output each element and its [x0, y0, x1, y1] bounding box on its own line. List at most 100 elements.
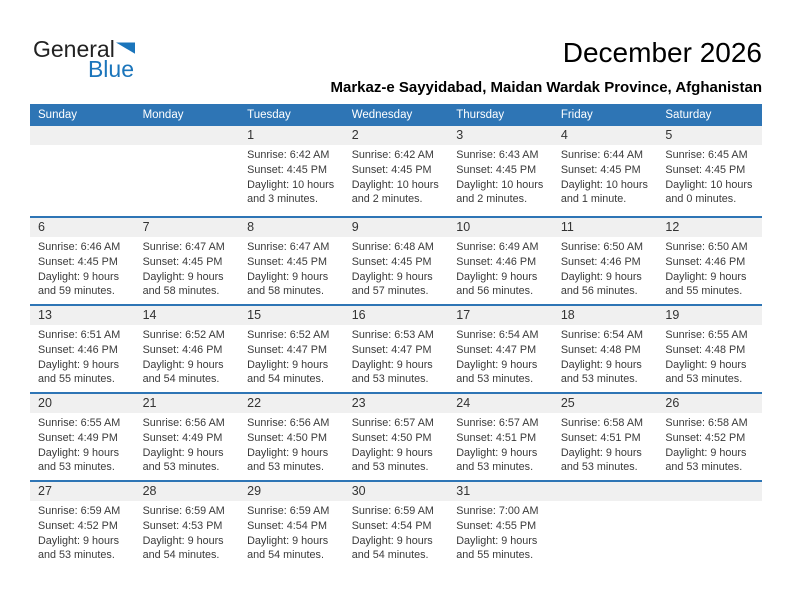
sunrise-text: Sunrise: 6:50 AM — [560, 241, 644, 253]
week-row-4: 20 Sunrise: 6:55 AM Sunset: 4:49 PM Dayligh… — [30, 392, 762, 480]
week-row-1: 1 Sunrise: 6:42 AM Sunset: 4:45 PM Daylight… — [30, 126, 762, 216]
sunrise-text: Sunrise: 6:46 AM — [38, 241, 121, 253]
day-cell-3: 3 Sunrise: 6:43 AM Sunset: 4:45 PM Daylight… — [448, 126, 553, 216]
daylight-text: Daylight: 9 hours and 53 minutes. — [665, 358, 747, 386]
day-number: 4 — [552, 126, 658, 145]
day-cell-31: 31 Sunrise: 7:00 AM Sunset: 4:55 PM Dayligh… — [448, 482, 553, 568]
sunset-text: Sunset: 4:52 PM — [38, 519, 118, 532]
daylight-text: Daylight: 9 hours and 53 minutes. — [560, 358, 642, 386]
day-cell-4: 4 Sunrise: 6:44 AM Sunset: 4:45 PM Daylight… — [552, 126, 658, 216]
weekday-header-monday: Monday — [142, 109, 184, 121]
daylight-text: Daylight: 9 hours and 58 minutes. — [247, 270, 329, 298]
empty-day-cell — [552, 482, 658, 568]
day-cell-details: Sunrise: 6:59 AM Sunset: 4:54 PM Daylight:… — [344, 501, 449, 563]
sunset-text: Sunset: 4:47 PM — [247, 343, 327, 356]
sunrise-text: Sunrise: 6:55 AM — [665, 329, 748, 341]
sunset-text: Sunset: 4:46 PM — [38, 343, 118, 356]
sunrise-text: Sunrise: 6:45 AM — [665, 149, 748, 161]
sunset-text: Sunset: 4:45 PM — [456, 163, 537, 176]
weekday-header-thursday: Thursday — [456, 109, 505, 121]
logo-text-blue: Blue — [87, 56, 134, 82]
daylight-text: Daylight: 9 hours and 59 minutes. — [38, 270, 120, 298]
day-number: 22 — [239, 394, 344, 413]
sunset-text: Sunset: 4:51 PM — [560, 431, 641, 444]
daylight-text: Daylight: 9 hours and 55 minutes. — [665, 270, 747, 298]
sunrise-text: Sunrise: 6:52 AM — [142, 329, 225, 341]
sunset-text: Sunset: 4:48 PM — [665, 343, 746, 356]
sunrise-text: Sunrise: 6:53 AM — [351, 329, 434, 341]
day-number: 31 — [448, 482, 553, 501]
day-cell-details: Sunrise: 6:58 AM Sunset: 4:52 PM Daylight:… — [657, 413, 762, 475]
sunset-text: Sunset: 4:45 PM — [351, 255, 432, 268]
daylight-text: Daylight: 9 hours and 56 minutes. — [456, 270, 538, 298]
day-cell-details: Sunrise: 6:54 AM Sunset: 4:47 PM Daylight:… — [448, 325, 553, 387]
daylight-text: Daylight: 9 hours and 53 minutes. — [456, 446, 538, 474]
daylight-text: Daylight: 10 hours and 2 minutes. — [351, 178, 439, 206]
sunrise-text: Sunrise: 6:48 AM — [351, 241, 434, 253]
day-cell-details: Sunrise: 6:42 AM Sunset: 4:45 PM Daylight:… — [344, 145, 449, 207]
daylight-text: Daylight: 9 hours and 53 minutes. — [560, 446, 642, 474]
sunrise-text: Sunrise: 6:43 AM — [456, 149, 539, 161]
day-cell-details: Sunrise: 6:46 AM Sunset: 4:45 PM Daylight:… — [30, 237, 135, 299]
empty-day-cell — [134, 126, 240, 216]
day-number: 28 — [134, 482, 240, 501]
sunrise-text: Sunrise: 6:58 AM — [560, 417, 644, 429]
empty-day-cell — [30, 126, 135, 216]
sunrise-text: Sunrise: 6:42 AM — [351, 149, 434, 161]
empty-day-number-strip — [657, 482, 762, 501]
day-number: 3 — [448, 126, 553, 145]
day-cell-14: 14 Sunrise: 6:52 AM Sunset: 4:46 PM Dayligh… — [134, 306, 240, 392]
day-cell-21: 21 Sunrise: 6:56 AM Sunset: 4:49 PM Dayligh… — [134, 394, 240, 480]
sunrise-text: Sunrise: 6:49 AM — [456, 241, 539, 253]
day-cell-details: Sunrise: 6:47 AM Sunset: 4:45 PM Daylight:… — [239, 237, 344, 299]
sunrise-text: Sunrise: 6:55 AM — [38, 417, 121, 429]
daylight-text: Daylight: 9 hours and 56 minutes. — [560, 270, 642, 298]
sunrise-text: Sunrise: 6:54 AM — [456, 329, 539, 341]
sunset-text: Sunset: 4:45 PM — [38, 255, 118, 268]
day-cell-details: Sunrise: 6:48 AM Sunset: 4:45 PM Daylight:… — [344, 237, 449, 299]
sunset-text: Sunset: 4:54 PM — [351, 519, 432, 532]
daylight-text: Daylight: 9 hours and 53 minutes. — [247, 446, 329, 474]
empty-day-number-strip — [552, 482, 658, 501]
sunset-text: Sunset: 4:46 PM — [456, 255, 537, 268]
day-cell-details: Sunrise: 6:54 AM Sunset: 4:48 PM Daylight:… — [553, 325, 658, 387]
sunset-text: Sunset: 4:47 PM — [456, 343, 537, 356]
day-cell-details: Sunrise: 6:50 AM Sunset: 4:46 PM Daylight:… — [553, 237, 658, 299]
day-cell-details: Sunrise: 6:59 AM Sunset: 4:54 PM Daylight:… — [239, 501, 344, 563]
day-number: 5 — [657, 126, 762, 145]
day-cell-7: 7 Sunrise: 6:47 AM Sunset: 4:45 PM Daylight… — [134, 218, 240, 304]
day-number: 16 — [343, 306, 449, 325]
weekday-header-row: Sunday Monday Tuesday Wednesday Thursday Frid… — [30, 104, 762, 126]
day-cell-29: 29 Sunrise: 6:59 AM Sunset: 4:54 PM Dayligh… — [239, 482, 344, 568]
daylight-text: Daylight: 9 hours and 53 minutes. — [38, 446, 120, 474]
weekday-header-sunday: Sunday — [38, 109, 78, 121]
day-number: 11 — [552, 218, 658, 237]
day-cell-details: Sunrise: 6:55 AM Sunset: 4:48 PM Daylight:… — [657, 325, 762, 387]
sunset-text: Sunset: 4:45 PM — [560, 163, 641, 176]
day-number: 14 — [134, 306, 240, 325]
sunset-text: Sunset: 4:45 PM — [247, 163, 327, 176]
day-number: 9 — [343, 218, 449, 237]
logo-line-general: General — [33, 38, 135, 61]
day-cell-1: 1 Sunrise: 6:42 AM Sunset: 4:45 PM Daylight… — [239, 126, 344, 216]
logo-text-general: General — [33, 36, 115, 62]
day-number: 7 — [134, 218, 240, 237]
sunrise-text: Sunrise: 6:56 AM — [247, 417, 330, 429]
day-cell-2: 2 Sunrise: 6:42 AM Sunset: 4:45 PM Daylight… — [343, 126, 449, 216]
weekday-header-tuesday: Tuesday — [247, 109, 291, 121]
weekday-header-wednesday: Wednesday — [351, 109, 413, 121]
day-cell-details: Sunrise: 6:42 AM Sunset: 4:45 PM Daylight:… — [239, 145, 344, 207]
day-number: 25 — [552, 394, 658, 413]
day-number: 1 — [239, 126, 344, 145]
sunrise-text: Sunrise: 6:59 AM — [247, 505, 330, 517]
daylight-text: Daylight: 9 hours and 58 minutes. — [142, 270, 224, 298]
day-cell-details: Sunrise: 6:52 AM Sunset: 4:46 PM Daylight:… — [135, 325, 240, 387]
day-cell-details: Sunrise: 6:56 AM Sunset: 4:50 PM Daylight:… — [239, 413, 344, 475]
day-number: 12 — [657, 218, 762, 237]
logo-triangle-icon — [115, 42, 135, 54]
day-cell-23: 23 Sunrise: 6:57 AM Sunset: 4:50 PM Dayligh… — [343, 394, 449, 480]
empty-day-number-strip — [134, 126, 240, 145]
day-number: 27 — [30, 482, 135, 501]
day-cell-details: Sunrise: 6:59 AM Sunset: 4:53 PM Daylight:… — [135, 501, 240, 563]
